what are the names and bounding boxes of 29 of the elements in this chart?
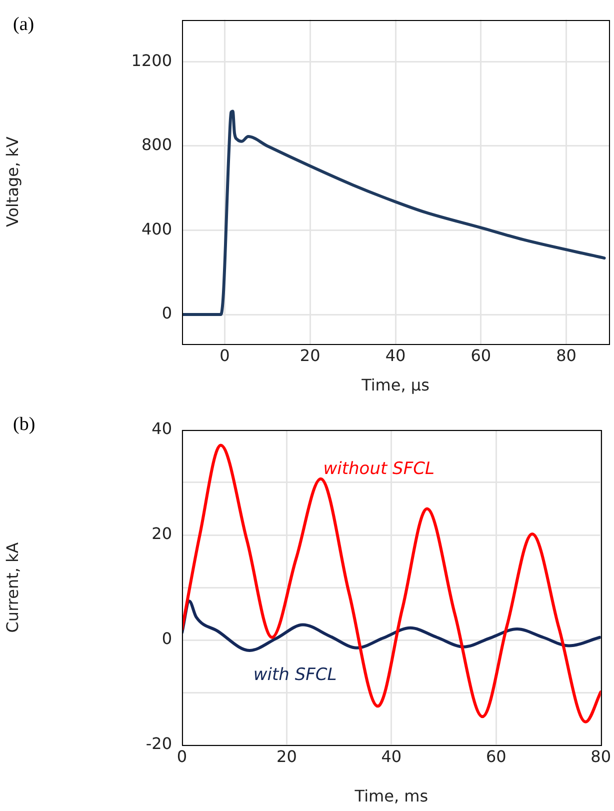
series-label: without SFCL [323, 458, 434, 479]
x-tick-label: 60 [470, 346, 492, 365]
y-tick-label: 800 [141, 135, 172, 154]
x-axis-title: Time, µs [360, 376, 430, 395]
x-tick-label: 40 [381, 746, 402, 766]
text: (a) [13, 14, 34, 36]
line-series [182, 600, 601, 652]
line-series [182, 110, 606, 316]
y-tick-label: 1200 [131, 50, 172, 70]
y-tick-label: 400 [141, 219, 172, 238]
x-tick-label: 0 [176, 746, 188, 766]
x-tick-label: 20 [276, 746, 297, 766]
y-tick-label: 20 [152, 524, 172, 544]
text: (b) [13, 414, 36, 436]
x-tick-label: 60 [486, 746, 506, 766]
x-tick-label: 0 [220, 346, 230, 365]
y-tick-label: -20 [146, 734, 172, 754]
series-label: with SFCL [253, 665, 337, 686]
y-axis-title: Voltage, kV [2, 136, 22, 228]
x-tick-label: 80 [556, 346, 576, 365]
x-tick-label: 20 [300, 346, 320, 365]
y-axis-title: Current, kA [2, 542, 22, 633]
x-tick-label: 40 [385, 346, 406, 365]
y-tick-label: 0 [162, 304, 172, 323]
y-tick-label: 40 [152, 419, 172, 438]
line-series [182, 444, 601, 724]
x-tick-label: 80 [590, 746, 611, 766]
x-axis-title: Time, ms [354, 786, 428, 806]
y-tick-label: 0 [162, 629, 172, 648]
